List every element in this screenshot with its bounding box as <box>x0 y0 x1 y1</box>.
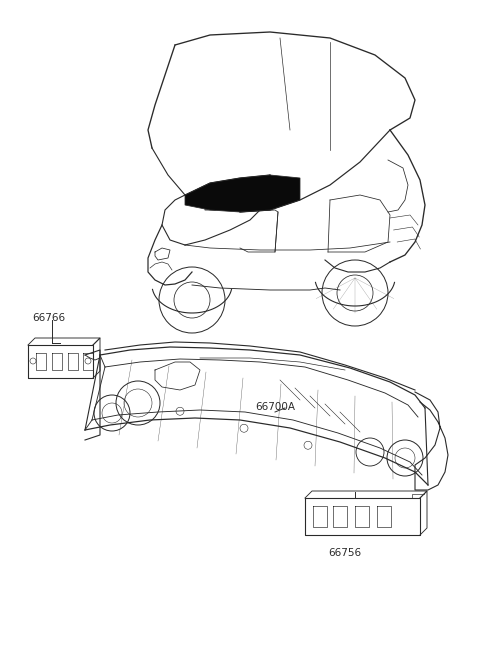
Polygon shape <box>185 175 300 212</box>
Text: 66700A: 66700A <box>255 402 295 412</box>
Text: 66766: 66766 <box>32 313 65 323</box>
Text: 66756: 66756 <box>328 548 361 558</box>
